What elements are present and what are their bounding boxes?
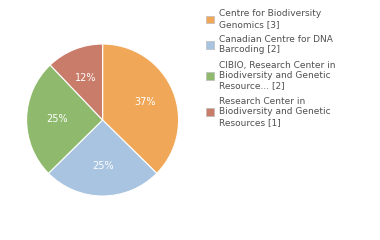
Text: 12%: 12% xyxy=(75,73,97,83)
Wedge shape xyxy=(27,65,103,173)
Wedge shape xyxy=(48,120,157,196)
Wedge shape xyxy=(50,44,103,120)
Text: 37%: 37% xyxy=(134,97,155,107)
Text: 25%: 25% xyxy=(92,161,113,171)
Wedge shape xyxy=(103,44,179,173)
Legend: Centre for Biodiversity
Genomics [3], Canadian Centre for DNA
Barcoding [2], CIB: Centre for Biodiversity Genomics [3], Ca… xyxy=(206,9,335,127)
Text: 25%: 25% xyxy=(46,114,68,124)
